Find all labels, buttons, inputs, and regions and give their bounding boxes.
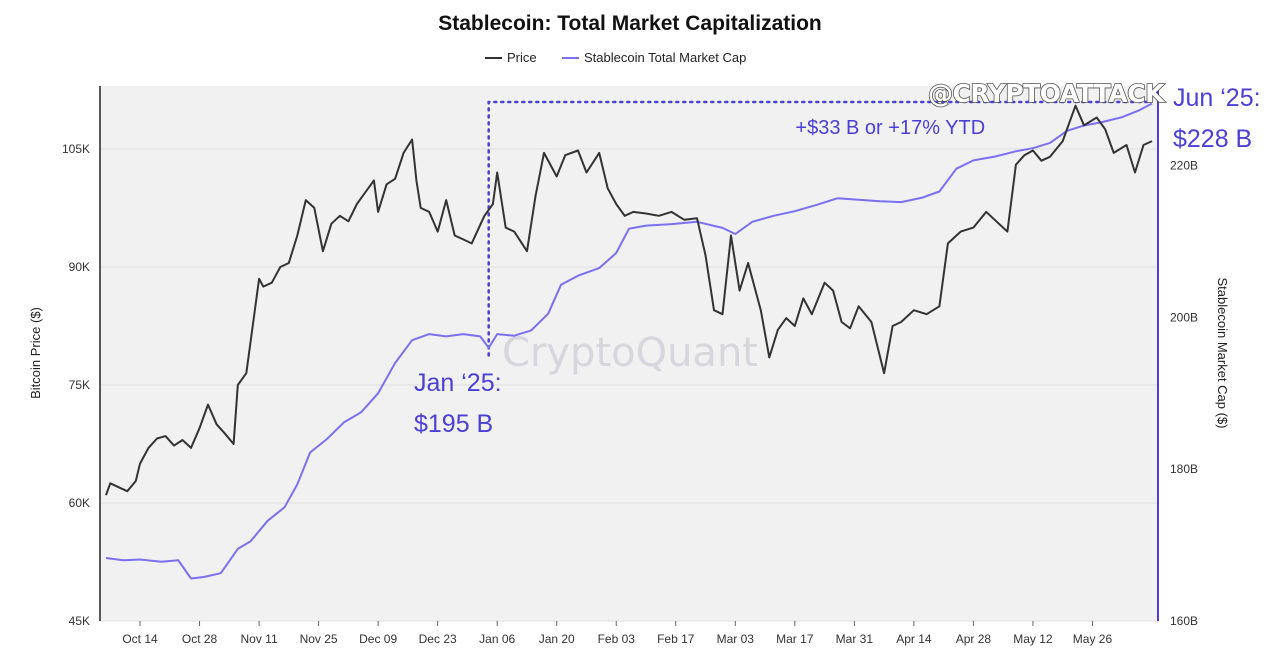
ytd-bracket <box>487 100 1154 357</box>
x-tick-label: Feb 17 <box>657 632 695 646</box>
y-left-tick-label: 75K <box>69 378 90 392</box>
plot-background <box>100 86 1158 621</box>
legend: Price Stablecoin Total Market Cap <box>485 50 746 65</box>
grid <box>100 148 1158 622</box>
start-annotation-value: $195 B <box>414 410 493 438</box>
y-left-tick-label: 90K <box>69 260 90 274</box>
x-tick-label: Oct 28 <box>182 632 218 646</box>
y-right-tick-label: 160B <box>1170 614 1198 628</box>
x-ticks: Oct 14 Oct 28 Nov 11 Nov 25 Dec 09 Dec 23 Jan … <box>122 621 1112 646</box>
y-left-tick-label: 45K <box>69 614 90 628</box>
y-right-tick-label: 180B <box>1170 462 1198 476</box>
y-left-ticks: 45K 60K 75K 90K 105K <box>62 142 90 628</box>
x-tick-label: Nov 25 <box>300 632 338 646</box>
start-annotation-date: Jan ‘25: <box>414 369 502 397</box>
x-tick-label: Mar 03 <box>717 632 755 646</box>
source-watermark: CryptoQuant <box>502 330 758 376</box>
legend-price-label: Price <box>507 50 537 65</box>
legend-stablecoin-label: Stablecoin Total Market Cap <box>584 50 746 65</box>
end-annotation-date: Jun ‘25: <box>1173 84 1261 112</box>
end-annotation-value: $228 B <box>1173 125 1252 153</box>
price-line <box>105 104 1153 496</box>
x-tick-label: May 12 <box>1013 632 1053 646</box>
handle-watermark: @CRYPTOATTACK <box>928 79 1166 108</box>
x-tick-label: Mar 31 <box>836 632 874 646</box>
ytd-dotted-bracket <box>487 100 1154 357</box>
y-right-ticks: 160B 180B 200B 220B <box>1170 159 1198 628</box>
x-tick-label: May 26 <box>1073 632 1113 646</box>
x-tick-label: Oct 14 <box>122 632 158 646</box>
x-tick-label: Nov 11 <box>241 632 278 646</box>
ytd-change-label: +$33 B or +17% YTD <box>795 117 985 139</box>
y-right-tick-label: 200B <box>1170 310 1198 324</box>
x-tick-label: Jan 20 <box>539 632 575 646</box>
y-right-axis-title: Stablecoin Market Cap ($) <box>1215 277 1230 428</box>
x-tick-label: Apr 14 <box>896 632 932 646</box>
x-tick-label: Jan 06 <box>479 632 515 646</box>
x-tick-label: Dec 09 <box>359 632 397 646</box>
y-left-axis-title: Bitcoin Price ($) <box>28 307 43 399</box>
y-left-tick-label: 60K <box>69 496 90 510</box>
x-tick-label: Mar 17 <box>776 632 814 646</box>
x-tick-label: Feb 03 <box>598 632 636 646</box>
x-tick-label: Dec 23 <box>419 632 457 646</box>
x-tick-label: Apr 28 <box>956 632 992 646</box>
y-left-tick-label: 105K <box>62 142 90 156</box>
chart-title: Stablecoin: Total Market Capitalization <box>438 12 822 35</box>
stablecoin-line <box>105 102 1153 580</box>
y-right-tick-label: 220B <box>1170 159 1198 173</box>
